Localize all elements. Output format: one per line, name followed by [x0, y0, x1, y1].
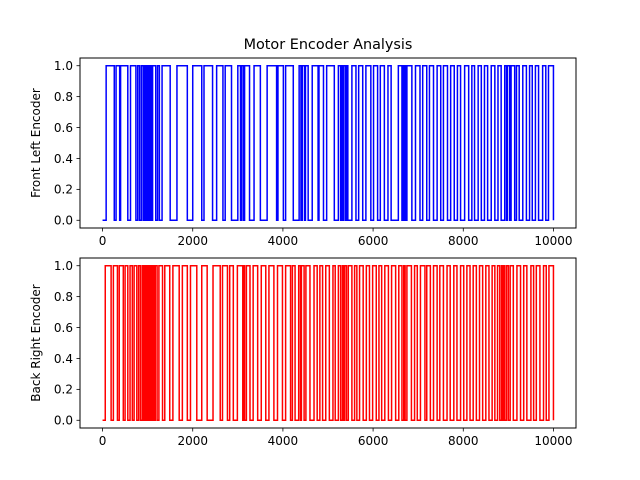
x-tick-label-front-left: 2000	[177, 234, 208, 248]
y-tick-label-back-right: 0.2	[54, 383, 73, 397]
series-line-back-right-0	[102, 264, 555, 422]
y-tick-label-front-left: 0.2	[54, 183, 73, 197]
x-tick-label-back-right: 4000	[268, 434, 299, 448]
x-tick-label-front-left: 10000	[534, 234, 572, 248]
x-tick-label-front-left: 0	[99, 234, 107, 248]
axes-frame-front-left	[79, 57, 577, 229]
x-tick-label-back-right: 6000	[358, 434, 389, 448]
y-tick-label-back-right: 0.4	[54, 352, 73, 366]
x-tick-label-front-left: 4000	[268, 234, 299, 248]
x-tick-label-back-right: 10000	[534, 434, 572, 448]
y-tick-label-front-left: 1.0	[54, 59, 73, 73]
subplot-back-right: 0 2000 4000 6000 8000 10000 0.0 0.2 0.4 0.6 0.8 1.0…	[29, 257, 577, 448]
y-axis-label-front-left: Front Left Encoder	[29, 88, 43, 198]
y-tick-label-front-left: 0.0	[54, 214, 73, 228]
y-tick-label-back-right: 1.0	[54, 259, 73, 273]
x-tick-label-back-right: 2000	[177, 434, 208, 448]
series-line-front-left-0	[102, 64, 555, 222]
y-tick-label-front-left: 0.4	[54, 152, 73, 166]
y-axis-label-back-right: Back Right Encoder	[29, 284, 43, 401]
x-tick-label-back-right: 0	[99, 434, 107, 448]
x-tick-label-front-left: 6000	[358, 234, 389, 248]
x-tick-label-back-right: 8000	[448, 434, 479, 448]
plot-area-back-right: 0 2000 4000 6000 8000 10000 0.0 0.2 0.4 0.6 0.8 1.0	[54, 259, 573, 448]
axes-frame-back-right	[79, 257, 577, 429]
x-tick-label-front-left: 8000	[448, 234, 479, 248]
y-tick-label-back-right: 0.8	[54, 290, 73, 304]
chart-title: Motor Encoder Analysis	[244, 37, 413, 53]
y-tick-label-back-right: 0.0	[54, 414, 73, 428]
y-tick-label-back-right: 0.6	[54, 321, 73, 335]
y-tick-label-front-left: 0.8	[54, 90, 73, 104]
plot-area-front-left: 0 2000 4000 6000 8000 10000 0.0 0.2 0.4 0.6 0.8 1.0	[54, 59, 573, 248]
subplot-front-left: 0 2000 4000 6000 8000 10000 0.0 0.2 0.4 0.6 0.8 1.0…	[29, 57, 577, 248]
y-tick-label-front-left: 0.6	[54, 121, 73, 135]
